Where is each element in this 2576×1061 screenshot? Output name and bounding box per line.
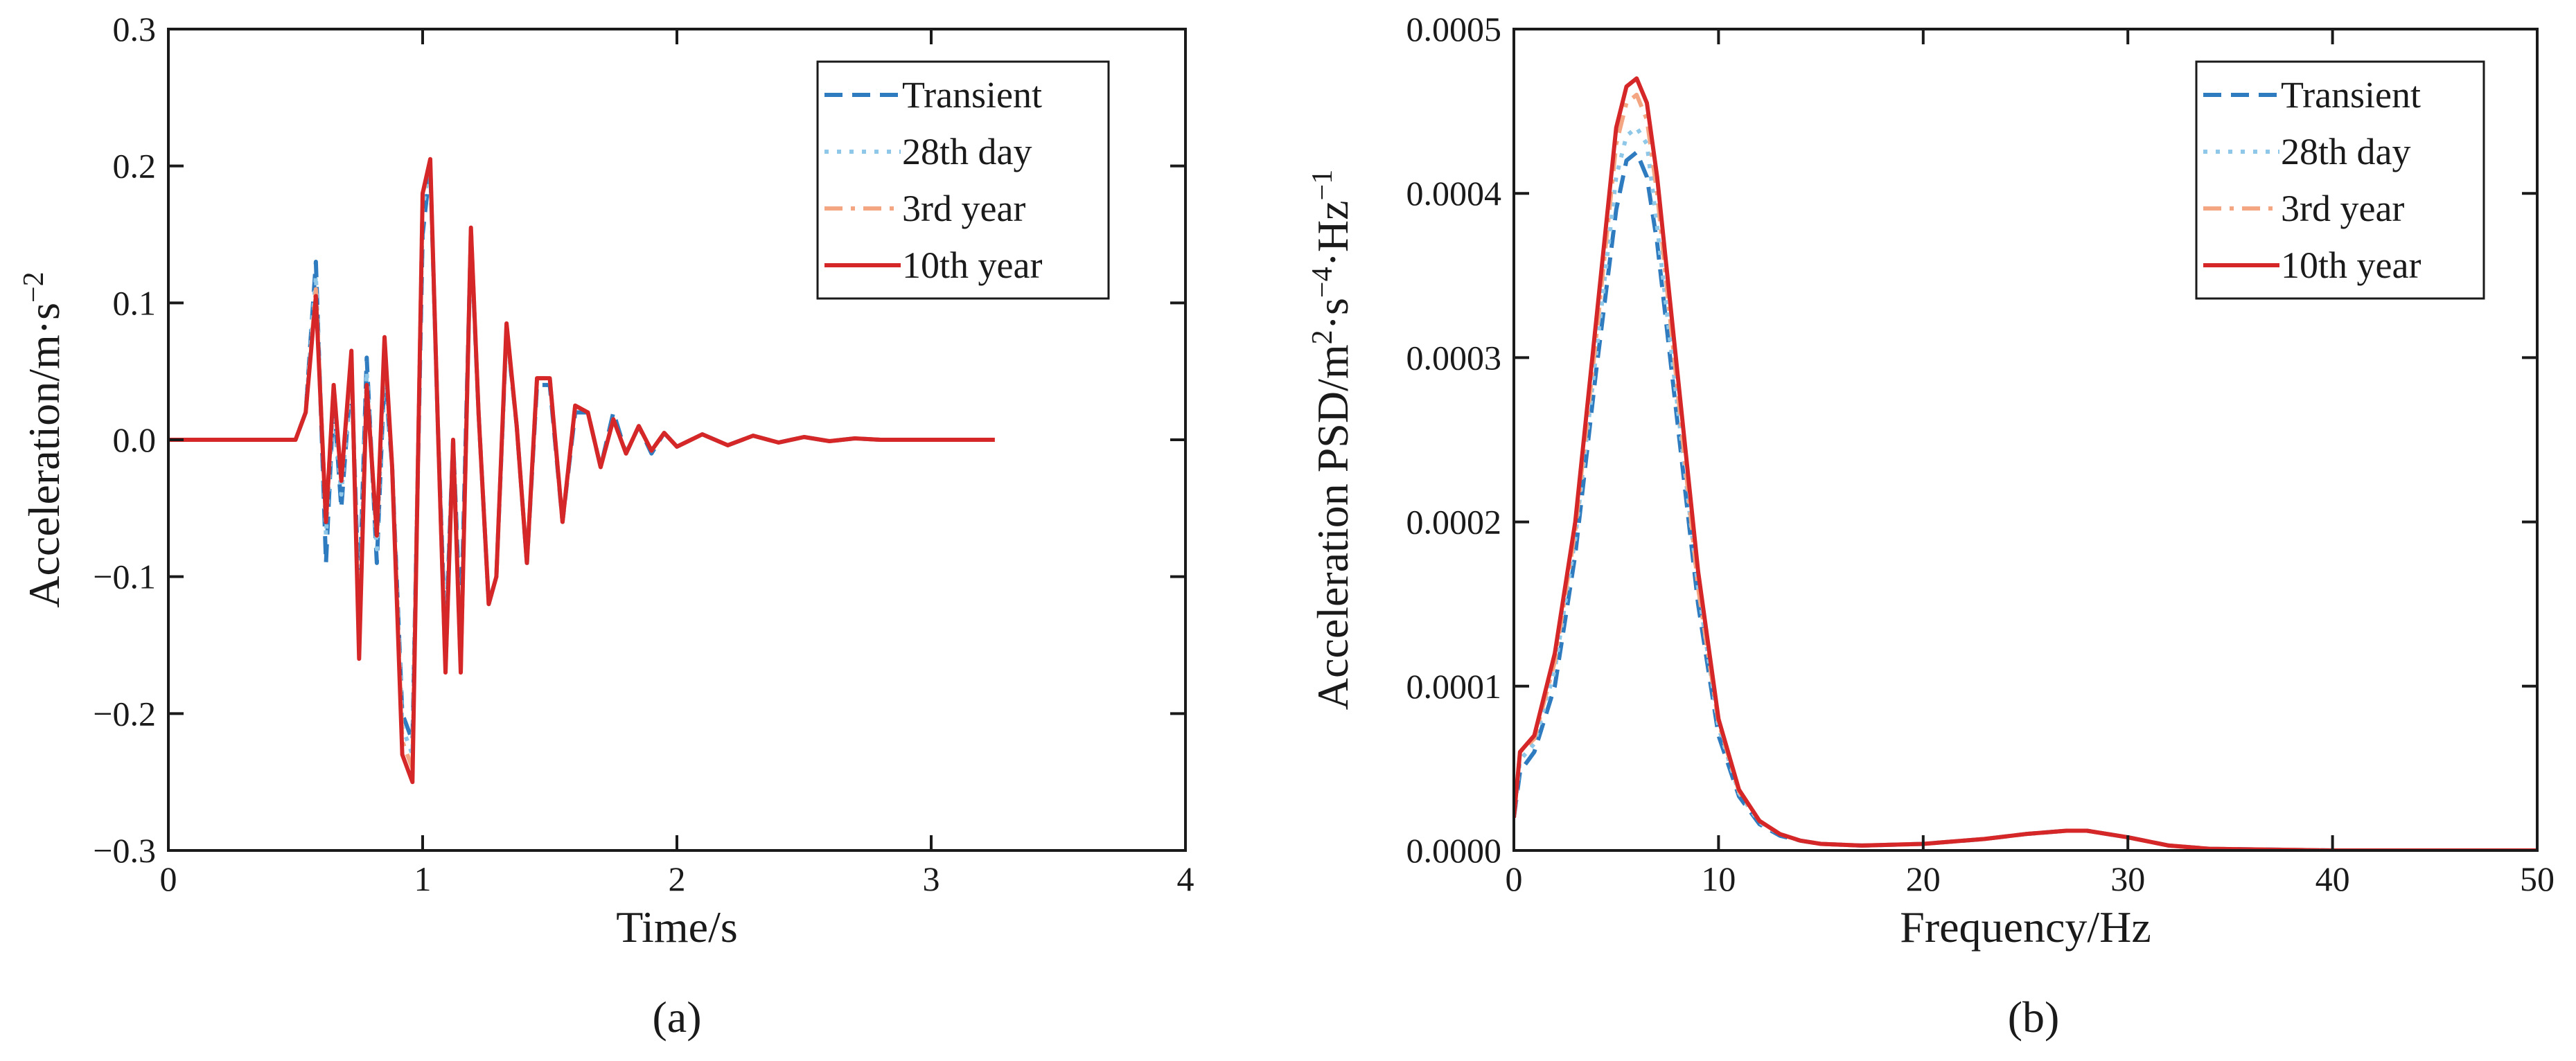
plot-frame xyxy=(1512,28,2539,852)
series-line-10th-year xyxy=(168,157,995,785)
x-tick-label: 20 xyxy=(1906,859,1941,898)
y-tick-label: 0.0001 xyxy=(1406,667,1502,706)
x-tick-label: 40 xyxy=(2315,859,2350,898)
x-tick-label: 1 xyxy=(414,859,432,898)
legend-entry: 3rd year xyxy=(902,188,1025,229)
legend-entry: Transient xyxy=(902,74,1042,116)
y-tick-label: −0.1 xyxy=(93,558,156,596)
legend-entry: 3rd year xyxy=(2281,188,2404,229)
series-line-10th-year xyxy=(1514,76,2537,850)
legend-box xyxy=(816,60,1110,300)
series-group xyxy=(1514,76,2537,850)
legend-box xyxy=(2195,60,2485,300)
panel-a: 0 1 2 3 4 −0.3 −0.2 −0.1 0.0 0.1 0.2 0.3 Time/s Accel… xyxy=(18,10,1194,1042)
y-tick-label: −0.3 xyxy=(93,831,156,870)
x-tick-label: 3 xyxy=(923,859,940,898)
legend-entry: 10th year xyxy=(902,244,1042,286)
legend-entry: 10th year xyxy=(2281,244,2421,286)
y-tick-label: 0.0 xyxy=(113,420,157,459)
x-axis-label: Frequency/Hz xyxy=(1900,902,2151,952)
panel-b: 0 10 20 30 40 50 0.0000 0.0001 0.0002 0.0003 0.000… xyxy=(1307,10,2555,1042)
legend-entry: Transient xyxy=(2281,74,2421,116)
x-tick-label: 4 xyxy=(1177,859,1194,898)
x-tick-label: 0 xyxy=(1506,859,1523,898)
series-group xyxy=(168,157,995,785)
panel-caption: (a) xyxy=(652,992,701,1042)
x-tick-label: 0 xyxy=(160,859,177,898)
y-tick-label: −0.2 xyxy=(93,694,156,733)
x-tick-label: 10 xyxy=(1701,859,1736,898)
y-tick-label: 0.1 xyxy=(113,283,157,322)
x-axis-label: Time/s xyxy=(616,902,738,952)
y-tick-label: 0.0004 xyxy=(1406,174,1502,213)
x-tick-label: 50 xyxy=(2520,859,2555,898)
y-tick-label: 0.0005 xyxy=(1406,10,1502,48)
legend-entry: 28th day xyxy=(2281,131,2410,172)
legend: Transient 28th day 3rd year 10th year xyxy=(816,60,1110,300)
y-tick-label: 0.3 xyxy=(113,10,157,48)
x-tick-label: 2 xyxy=(669,859,686,898)
y-tick-label: 0.0002 xyxy=(1406,503,1502,542)
y-tick-label: 0.2 xyxy=(113,147,157,186)
y-axis-label: Acceleration/m·s−2 xyxy=(18,271,69,607)
legend-entry: 28th day xyxy=(902,131,1032,172)
panel-caption: (b) xyxy=(2008,992,2060,1042)
y-axis-label: Acceleration PSD/m2·s−4·Hz−1 xyxy=(1307,170,1357,710)
legend: Transient 28th day 3rd year 10th year xyxy=(2195,60,2485,300)
y-tick-label: 0.0000 xyxy=(1406,831,1502,870)
x-tick-label: 30 xyxy=(2110,859,2145,898)
y-tick-label: 0.0003 xyxy=(1406,338,1502,377)
